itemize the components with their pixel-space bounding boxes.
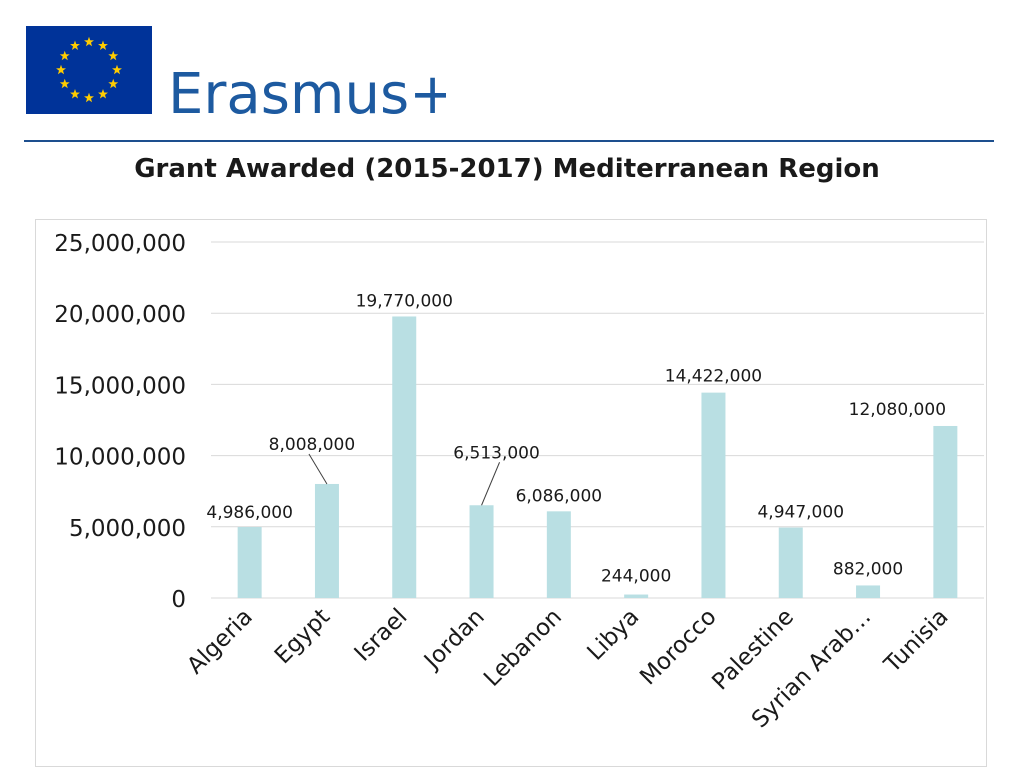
flag-star-icon: [98, 89, 108, 99]
flag-star-icon: [70, 40, 80, 50]
bar-morocco: [701, 392, 726, 598]
x-tick-label: Libya: [583, 604, 645, 666]
bar-palestine: [778, 527, 803, 598]
flag-star-icon: [70, 89, 80, 99]
bar-chart: 0 5,000,000 10,000,000 15,000,000 20,000,000…: [54, 231, 984, 733]
flag-star-icon: [108, 50, 119, 61]
bar-syrian-arab: [856, 585, 881, 598]
flag-star-icon: [59, 78, 70, 89]
x-tick-label: Algeria: [182, 604, 258, 680]
flag-star-icon: [56, 64, 66, 75]
bar-tunisia: [933, 425, 958, 598]
x-tick-label: Tunisia: [879, 604, 954, 679]
flag-star-icon: [98, 40, 108, 50]
data-label: 6,086,000: [516, 486, 603, 506]
data-label: 882,000: [833, 559, 903, 579]
flag-star-icon: [112, 64, 122, 75]
data-label: 19,770,000: [356, 291, 453, 311]
bar-egypt: [314, 483, 339, 598]
data-label: 6,513,000: [453, 443, 540, 463]
x-tick-label: Lebanon: [479, 604, 567, 692]
bar-libya: [624, 594, 649, 598]
data-label: 244,000: [601, 567, 671, 587]
y-tick-label: 25,000,000: [54, 231, 186, 257]
gridlines: [211, 241, 984, 599]
chart-area: 0 5,000,000 10,000,000 15,000,000 20,000,000…: [35, 219, 987, 767]
y-tick-label: 15,000,000: [54, 373, 186, 399]
flag-star-icon: [59, 50, 70, 61]
eu-flag-stars: [56, 36, 122, 103]
x-tick-label: Israel: [350, 604, 413, 667]
data-label: 12,080,000: [849, 400, 946, 420]
bar-jordan: [469, 505, 494, 598]
x-tick-label: Jordan: [418, 604, 490, 676]
x-tick-label: Egypt: [270, 604, 335, 669]
bar-israel: [392, 316, 417, 598]
label-leader-lines: [308, 453, 501, 506]
data-label: 4,986,000: [206, 503, 293, 523]
flag-star-icon: [108, 78, 119, 89]
erasmus-plus-logo: Erasmus+: [26, 26, 446, 118]
flag-star-icon: [84, 92, 94, 103]
data-label-leader: [308, 453, 328, 485]
bar-algeria: [237, 526, 262, 598]
slide-title: Grant Awarded (2015-2017) Mediterranean …: [134, 154, 880, 184]
header-divider: [24, 140, 994, 142]
brand-name: Erasmus+: [168, 62, 446, 118]
y-axis-ticks: 0 5,000,000 10,000,000 15,000,000 20,000,000…: [54, 231, 186, 613]
data-labels: 4,986,000 8,008,000 19,770,000 6,513,000 6,0…: [206, 291, 946, 586]
data-label: 4,947,000: [757, 503, 844, 523]
y-tick-label: 10,000,000: [54, 445, 186, 471]
bar-lebanon: [546, 511, 571, 598]
y-tick-label: 5,000,000: [69, 516, 186, 542]
bars: [237, 316, 958, 598]
data-label: 14,422,000: [665, 367, 762, 387]
y-tick-label: 20,000,000: [54, 302, 186, 328]
y-tick-label: 0: [171, 587, 186, 613]
flag-star-icon: [84, 36, 94, 47]
data-label-leader: [481, 462, 501, 506]
data-label: 8,008,000: [269, 435, 356, 455]
